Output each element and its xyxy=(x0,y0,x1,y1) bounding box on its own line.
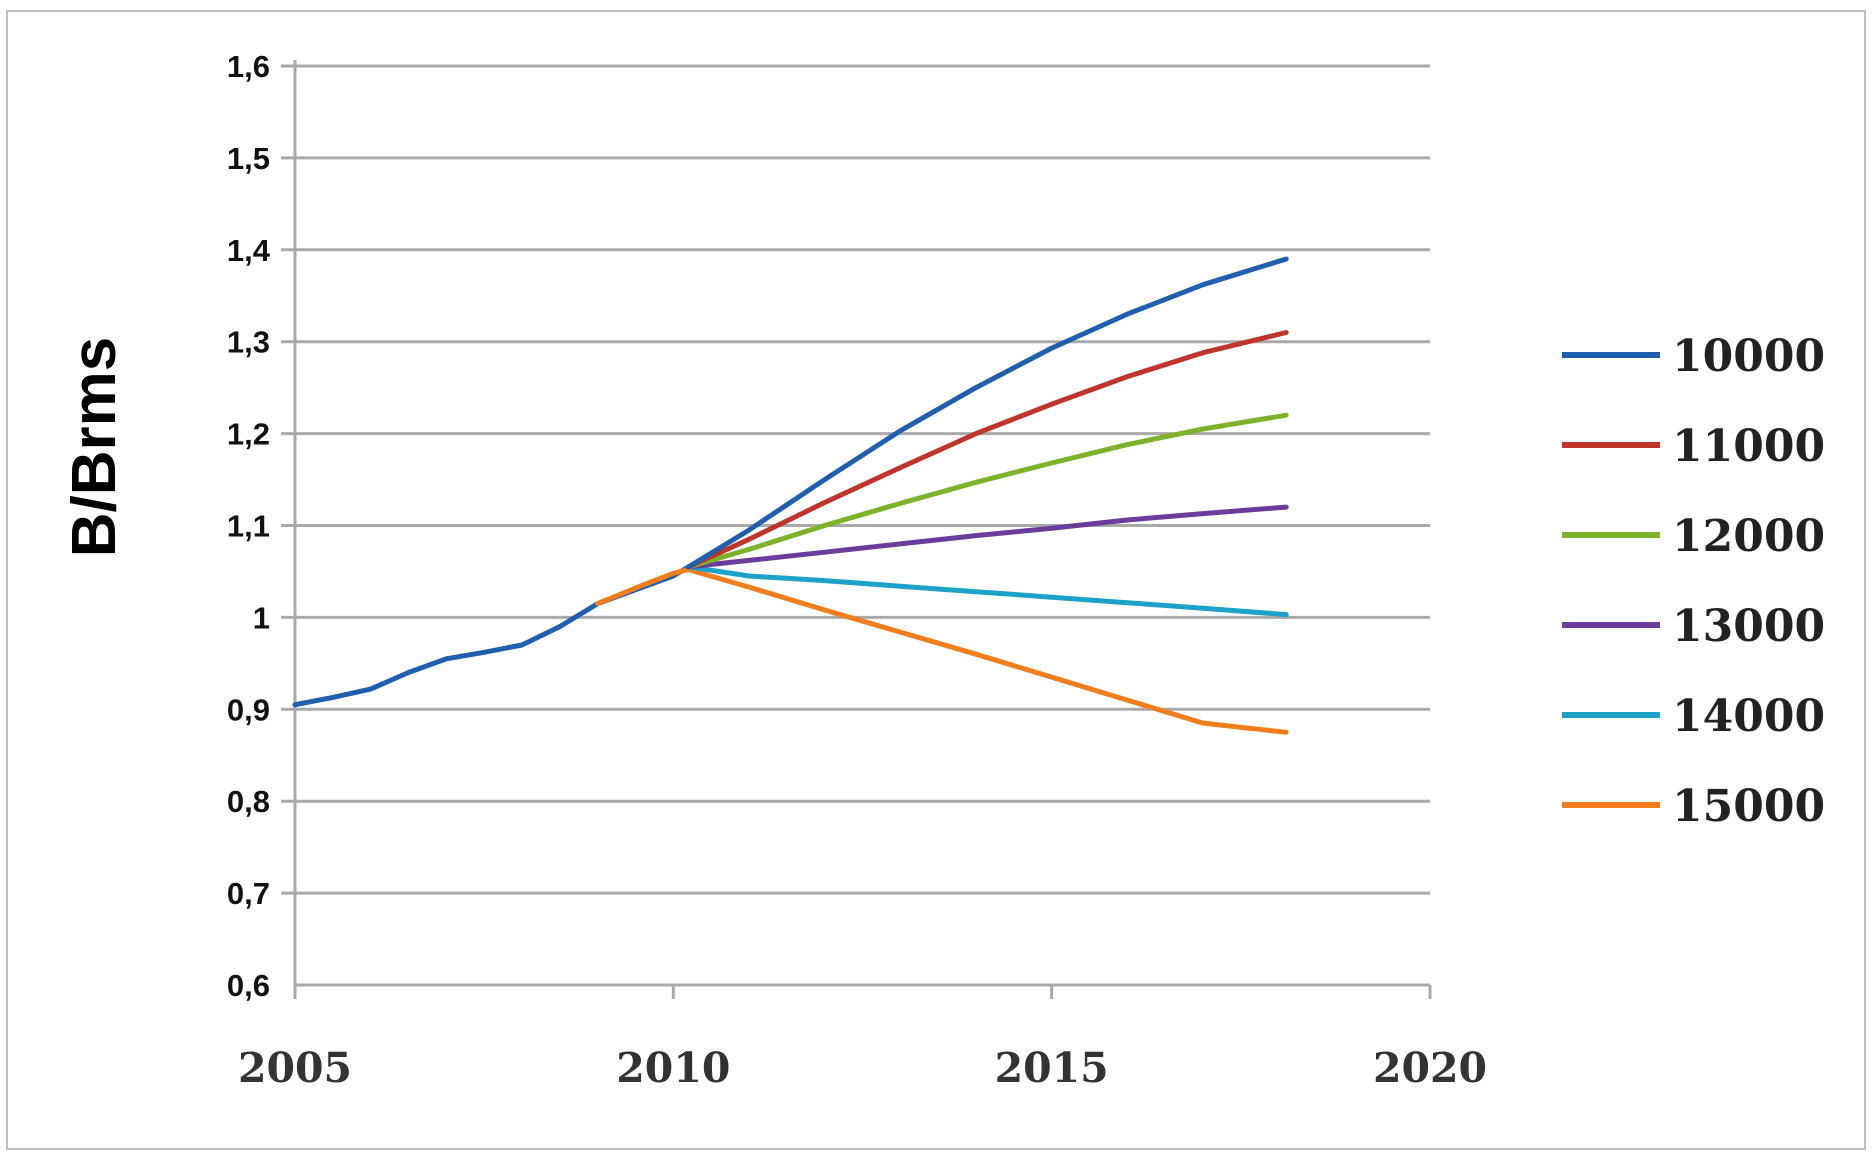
series-line-13000 xyxy=(686,504,1289,570)
series-line-10000 xyxy=(686,256,1289,570)
y-tick-label: 0,8 xyxy=(227,784,270,819)
legend-label-13000: 13000 xyxy=(1672,601,1825,652)
grid-lines xyxy=(281,64,1430,895)
x-axis xyxy=(293,60,1432,999)
y-tick-label: 1,6 xyxy=(227,49,270,84)
y-axis-tick-labels: 0,6 0,7 0,8 0,9 1 1,1 1,2 1,3 1,4 1,5 1,6 xyxy=(227,49,271,1003)
x-axis-tick-labels: 2005 2010 2015 2020 xyxy=(238,1044,1487,1092)
y-tick-label: 0,7 xyxy=(227,876,270,911)
y-tick-label: 0,6 xyxy=(227,968,270,1003)
y-tick-label: 0,9 xyxy=(227,692,270,727)
y-tick-label: 1,2 xyxy=(227,417,270,452)
legend-label-12000: 12000 xyxy=(1672,511,1825,562)
legend: 10000 11000 12000 13000 14000 15000 xyxy=(1562,331,1825,832)
series-line-12000 xyxy=(686,412,1289,570)
legend-label-10000: 10000 xyxy=(1672,331,1825,382)
y-tick-label: 1,5 xyxy=(227,141,270,176)
x-tick-label: 2005 xyxy=(238,1044,352,1092)
legend-label-14000: 14000 xyxy=(1672,691,1825,742)
series-line-14000 xyxy=(686,564,1289,618)
legend-label-15000: 15000 xyxy=(1672,781,1825,832)
y-tick-label: 1,4 xyxy=(227,233,271,268)
y-tick-label: 1,1 xyxy=(227,509,270,544)
legend-label-11000: 11000 xyxy=(1672,421,1825,472)
chart-frame xyxy=(6,10,1866,1150)
y-axis-label: B/Brms xyxy=(60,337,129,558)
x-tick-label: 2020 xyxy=(1373,1044,1487,1092)
series-line-15000 xyxy=(595,567,1289,735)
x-tick-label: 2015 xyxy=(995,1044,1109,1092)
y-tick-label: 1 xyxy=(253,600,270,635)
series-lines xyxy=(292,256,1289,735)
history-line xyxy=(292,564,691,708)
x-tick-label: 2010 xyxy=(616,1044,730,1092)
y-tick-label: 1,3 xyxy=(227,325,270,360)
series-line-11000 xyxy=(686,330,1289,570)
